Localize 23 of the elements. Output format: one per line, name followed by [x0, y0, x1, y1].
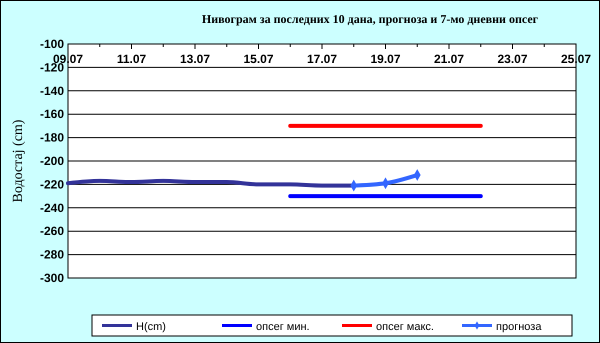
x-tick-label: 17.07 [306, 52, 338, 66]
y-tick-label: -100 [40, 37, 64, 51]
y-tick-label: -200 [40, 154, 64, 168]
legend-label: прогноза [496, 321, 542, 333]
y-tick-label: -220 [40, 177, 64, 192]
legend-label: опсег мин. [256, 321, 310, 333]
y-tick-label: -180 [40, 130, 64, 145]
x-tick-label: 23.07 [497, 52, 528, 66]
y-tick-label: -240 [40, 200, 64, 215]
legend-label: H(cm) [136, 321, 166, 333]
x-tick-label: 19.07 [370, 52, 401, 66]
x-tick-label: 13.07 [180, 52, 210, 66]
legend-label: опсег макс. [376, 321, 434, 333]
y-tick-label: -140 [40, 84, 64, 98]
y-tick-label: -260 [40, 224, 64, 238]
y-tick-label: -160 [40, 107, 64, 122]
y-axis-title: Водостај (cm) [11, 119, 26, 202]
chart-title: Нивограм за последних 10 дана, прогноза и 7-мо дневни опсег [202, 12, 539, 26]
x-tick-label: 11.07 [116, 52, 147, 66]
x-tick-label: 21.07 [434, 52, 464, 66]
y-tick-label: -300 [40, 271, 64, 285]
y-tick-label: -280 [40, 248, 64, 262]
x-tick-label: 15.07 [243, 52, 274, 66]
